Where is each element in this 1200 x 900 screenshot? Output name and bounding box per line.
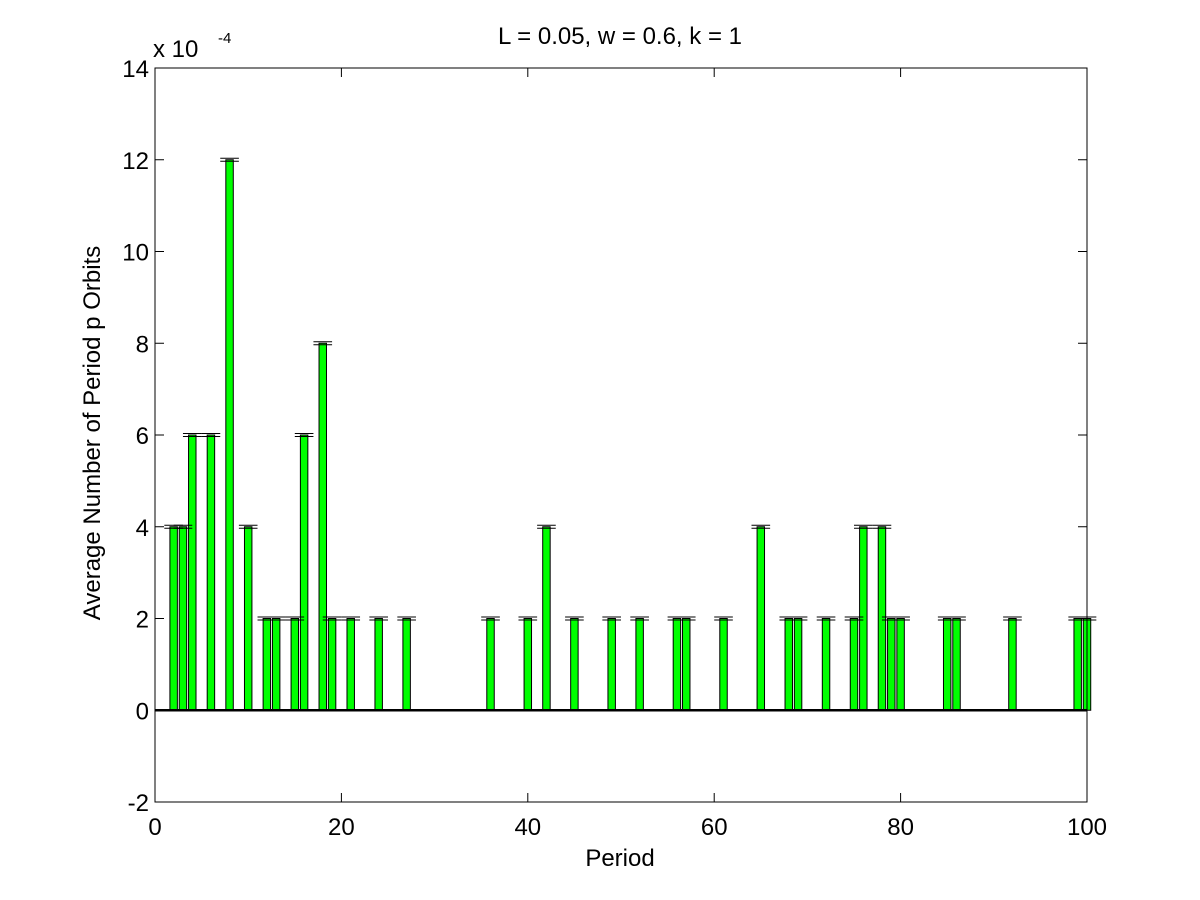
bar-period-24 xyxy=(374,618,383,711)
bar-period-15 xyxy=(290,618,300,711)
bar-period-27 xyxy=(402,618,411,711)
bar-period-8 xyxy=(225,159,234,711)
bar-period-72 xyxy=(821,618,831,711)
bar-period-68 xyxy=(784,618,793,711)
y-scale-exponent: -4 xyxy=(218,30,231,47)
y-tick-label: 0 xyxy=(136,698,149,725)
y-scale-multiplier: x 10 xyxy=(153,36,198,63)
x-tick-label: 40 xyxy=(514,814,541,841)
bar-period-61 xyxy=(719,618,728,711)
bar-period-49 xyxy=(607,618,616,711)
bar-period-6 xyxy=(206,434,216,711)
x-tick-label: 100 xyxy=(1067,814,1107,841)
bar-period-42 xyxy=(542,526,551,711)
bar-period-76 xyxy=(859,526,868,711)
y-axis-ticks: -2 0 2 4 6 8 10 12 14 xyxy=(122,56,1087,817)
bars-group xyxy=(169,159,1092,711)
x-tick-label: 60 xyxy=(701,814,728,841)
bar-period-92 xyxy=(1008,618,1017,711)
y-tick-label: 8 xyxy=(136,331,149,358)
bar-period-13 xyxy=(271,618,281,711)
bar-period-12 xyxy=(262,618,272,711)
bar-period-3 xyxy=(178,526,188,711)
bar-period-19 xyxy=(327,618,337,711)
bar-period-86 xyxy=(952,618,961,711)
x-tick-label: 20 xyxy=(328,814,355,841)
x-axis-ticks: 0 20 40 60 80 100 xyxy=(148,68,1107,841)
y-axis-label: Average Number of Period p Orbits xyxy=(79,246,106,620)
y-tick-label: 4 xyxy=(136,515,149,542)
chart-title: L = 0.05, w = 0.6, k = 1 xyxy=(498,23,742,50)
x-tick-label: 0 xyxy=(148,814,161,841)
x-axis-label: Period xyxy=(585,845,654,872)
bar-period-16 xyxy=(299,434,309,711)
y-tick-label: -2 xyxy=(128,790,149,817)
y-tick-label: 14 xyxy=(122,56,149,83)
y-tick-label: 12 xyxy=(122,148,149,175)
bar-period-79 xyxy=(887,618,896,711)
bar-period-21 xyxy=(346,618,355,711)
x-tick-label: 80 xyxy=(887,814,914,841)
bar-period-57 xyxy=(682,618,691,711)
y-tick-label: 10 xyxy=(122,240,149,267)
bar-period-10 xyxy=(243,526,253,711)
bar-period-45 xyxy=(570,618,579,711)
bar-period-56 xyxy=(672,618,682,711)
bar-period-52 xyxy=(635,618,644,711)
bar-period-18 xyxy=(318,342,327,711)
bar-period-69 xyxy=(793,618,803,711)
y-tick-label: 2 xyxy=(136,607,149,634)
y-tick-label: 6 xyxy=(136,423,149,450)
bar-period-85 xyxy=(942,618,952,711)
bar-period-36 xyxy=(486,618,495,711)
bar-period-80 xyxy=(896,618,905,711)
bar-period-4 xyxy=(188,434,197,711)
bar-period-75 xyxy=(849,618,859,711)
bar-period-65 xyxy=(756,526,766,711)
bar-period-99 xyxy=(1073,618,1082,711)
bar-period-40 xyxy=(523,618,533,711)
bar-period-78 xyxy=(877,526,887,711)
bar-period-2 xyxy=(169,526,178,711)
